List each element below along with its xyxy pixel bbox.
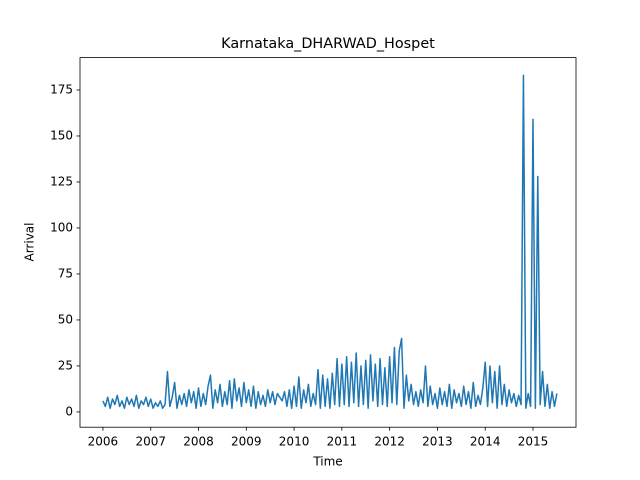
y-tick-label: 100 [50, 220, 73, 234]
x-tick-label: 2011 [327, 435, 358, 449]
x-tick-label: 2015 [518, 435, 549, 449]
y-tick-label: 175 [50, 82, 73, 96]
y-tick-label: 25 [58, 358, 73, 372]
x-tick-label: 2012 [374, 435, 405, 449]
chart-title: Karnataka_DHARWAD_Hospet [221, 36, 435, 52]
plot-frame [79, 57, 577, 428]
y-tick-label: 0 [65, 404, 73, 418]
x-tick-label: 2013 [422, 435, 453, 449]
x-axis-label: Time [312, 455, 342, 469]
y-tick-label: 150 [50, 128, 73, 142]
y-axis-label: Arrival [23, 223, 37, 262]
x-tick-label: 2014 [470, 435, 501, 449]
x-tick-label: 2006 [88, 435, 119, 449]
x-tick-label: 2010 [279, 435, 310, 449]
y-tick-label: 125 [50, 174, 73, 188]
data-line [102, 74, 558, 409]
y-tick-label: 75 [58, 266, 73, 280]
x-tick-label: 2009 [231, 435, 262, 449]
x-tick-label: 2007 [135, 435, 166, 449]
x-tick-label: 2008 [183, 435, 214, 449]
y-tick-label: 50 [58, 312, 73, 326]
